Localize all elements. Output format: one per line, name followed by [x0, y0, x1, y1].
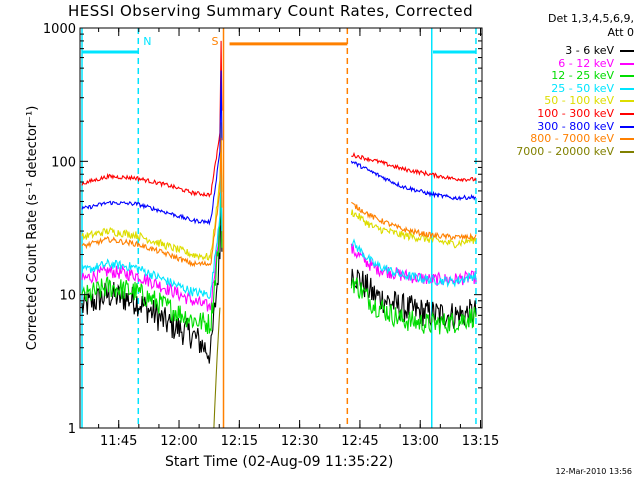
series-line-7-1 — [351, 201, 477, 241]
legend-item: 25 - 50 keV — [551, 82, 634, 95]
x-tick-label: 13:00 — [401, 434, 438, 449]
series-3 — [81, 161, 477, 299]
vertical-markers — [81, 28, 477, 428]
footer-date: 12-Mar-2010 13:56 — [555, 467, 633, 476]
series-line-3-0 — [81, 161, 223, 299]
legend-item: 7000 - 20000 keV — [516, 145, 634, 158]
series-0 — [81, 181, 477, 364]
legend-swatch — [620, 75, 634, 78]
legend-item: 300 - 800 keV — [537, 120, 634, 133]
legend-swatch — [620, 62, 634, 65]
legend-label: 25 - 50 keV — [551, 81, 614, 95]
y-axis-label: Corrected Count Rate (s⁻¹ detector⁻¹) — [25, 106, 40, 351]
legend-label: 12 - 25 keV — [551, 69, 614, 83]
series-line-2-0 — [81, 177, 223, 335]
series-line-1-0 — [81, 169, 223, 312]
series-5 — [81, 40, 477, 198]
series-line-2-1 — [350, 277, 477, 335]
series-line-5-0 — [81, 40, 223, 198]
y-tick-label: 100 — [51, 155, 76, 170]
legend-item: 6 - 12 keV — [558, 57, 634, 70]
legend-item: 3 - 6 keV — [565, 44, 634, 57]
series-line-0-1 — [350, 268, 477, 329]
flag-label-n: N — [143, 35, 151, 48]
x-tick-label: 12:15 — [221, 434, 258, 449]
series-2 — [81, 177, 477, 335]
flag-label-s: S — [212, 35, 219, 48]
legend-swatch — [620, 150, 634, 153]
x-tick-label: 12:45 — [341, 434, 378, 449]
x-tick-label: 12:30 — [281, 434, 318, 449]
chart-title: HESSI Observing Summary Count Rates, Cor… — [68, 2, 474, 20]
legend-label: 6 - 12 keV — [558, 56, 614, 70]
series-line-3-1 — [351, 238, 477, 288]
legend-swatch — [620, 125, 634, 128]
series-8 — [213, 307, 221, 429]
legend-swatch — [620, 113, 634, 115]
axis-ticks: 1 10 100 1000 11:45 12:00 12:15 12:30 12:45 13:00… — [43, 22, 499, 449]
x-axis-label: Start Time (02-Aug-09 11:35:22) — [165, 454, 394, 470]
legend-swatch — [620, 138, 634, 141]
legend-item: 800 - 7000 keV — [530, 132, 634, 145]
series-6 — [81, 70, 477, 226]
y-tick-label: 1 — [68, 422, 76, 437]
y-tick-label: 1000 — [43, 22, 76, 37]
series-line-1-1 — [350, 243, 477, 286]
legend-label: 7000 - 20000 keV — [516, 144, 614, 158]
series-line-7-0 — [81, 137, 223, 268]
series-line-6-0 — [81, 70, 223, 226]
legend-subtitle: Att 0 — [607, 26, 634, 39]
legend-item: 100 - 300 keV — [537, 107, 634, 120]
legend-swatch — [620, 50, 634, 52]
x-tick-label: 11:45 — [100, 434, 137, 449]
x-tick-label: 12:00 — [160, 434, 197, 449]
legend-label: 100 - 300 keV — [537, 107, 614, 120]
y-tick-label: 10 — [59, 289, 76, 304]
legend-swatch — [620, 87, 634, 90]
attenuator-bars — [82, 42, 476, 54]
series-line-8-0 — [213, 307, 221, 429]
series-lines — [81, 40, 477, 429]
plot-frame — [79, 27, 483, 429]
legend-swatch — [620, 100, 634, 103]
legend-item: 50 - 100 keV — [544, 94, 634, 107]
legend-label: 800 - 7000 keV — [530, 132, 614, 146]
series-line-0-0 — [81, 181, 223, 364]
legend-item: 12 - 25 keV — [551, 69, 634, 82]
series-line-6-1 — [350, 160, 477, 202]
legend-title: Det 1,3,4,5,6,9, — [547, 12, 634, 25]
series-line-4-0 — [81, 122, 223, 261]
series-1 — [81, 169, 477, 312]
legend-label: 300 - 800 keV — [537, 119, 614, 133]
x-tick-label: 13:15 — [462, 434, 499, 449]
series-line-5-1 — [351, 151, 477, 183]
series-7 — [81, 137, 477, 268]
legend-label: 3 - 6 keV — [565, 44, 614, 57]
series-4 — [81, 122, 477, 261]
series-line-4-1 — [350, 209, 477, 249]
legend-label: 50 - 100 keV — [544, 94, 614, 108]
